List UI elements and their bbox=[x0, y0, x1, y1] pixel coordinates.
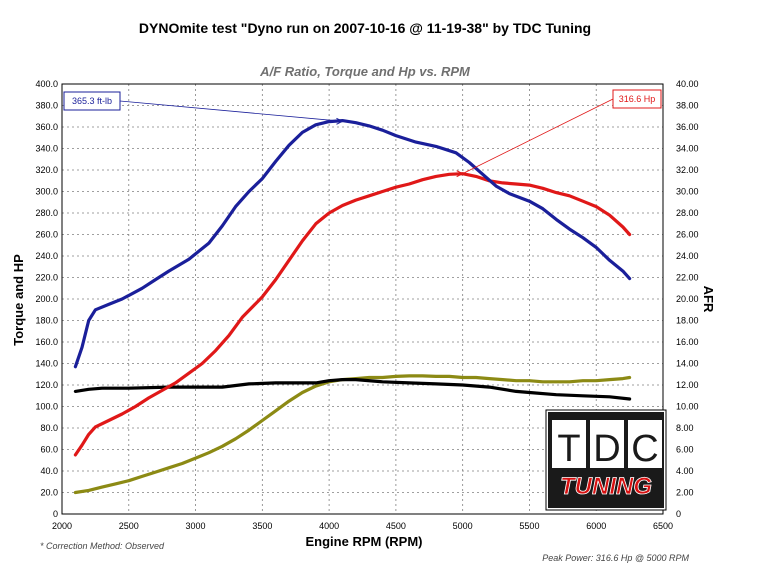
y2-tick-label: 12.00 bbox=[676, 380, 699, 390]
y2-tick-label: 0 bbox=[676, 509, 681, 519]
chart-title: DYNOmite test "Dyno run on 2007-10-16 @ … bbox=[139, 20, 591, 36]
y-tick-label: 300.0 bbox=[35, 187, 58, 197]
y-tick-label: 100.0 bbox=[35, 402, 58, 412]
y-tick-label: 380.0 bbox=[35, 101, 58, 111]
y2-tick-label: 18.00 bbox=[676, 316, 699, 326]
y-tick-label: 40.0 bbox=[40, 466, 58, 476]
y2-tick-label: 2.00 bbox=[676, 488, 694, 498]
y2-tick-label: 30.00 bbox=[676, 187, 699, 197]
x-tick-label: 6500 bbox=[653, 521, 673, 531]
series-line-hp bbox=[73, 172, 632, 457]
y-tick-label: 280.0 bbox=[35, 208, 58, 218]
y-tick-label: 200.0 bbox=[35, 294, 58, 304]
chart-subtitle: A/F Ratio, Torque and Hp vs. RPM bbox=[259, 64, 471, 79]
logo-letter: C bbox=[631, 428, 658, 470]
y2-tick-label: 34.00 bbox=[676, 144, 699, 154]
logo-letter: T bbox=[557, 428, 580, 470]
annotation-layer: 365.3 ft-lb 316.6 Hp bbox=[63, 89, 662, 178]
y2-tick-label: 6.00 bbox=[676, 445, 694, 455]
y2-tick-label: 32.00 bbox=[676, 165, 699, 175]
y2-tick-label: 28.00 bbox=[676, 208, 699, 218]
y2-tick-label: 4.00 bbox=[676, 466, 694, 476]
annotation-leader bbox=[119, 100, 343, 122]
x-tick-label: 2000 bbox=[52, 521, 72, 531]
y-tick-label: 20.0 bbox=[40, 488, 58, 498]
y2-tick-label: 22.00 bbox=[676, 273, 699, 283]
x-tick-label: 5000 bbox=[453, 521, 473, 531]
y-tick-label: 360.0 bbox=[35, 122, 58, 132]
annotation-label: 316.6 Hp bbox=[619, 94, 656, 104]
y2-tick-label: 36.00 bbox=[676, 122, 699, 132]
y-tick-label: 400.0 bbox=[35, 79, 58, 89]
y-tick-label: 320.0 bbox=[35, 165, 58, 175]
plot-frame bbox=[61, 83, 664, 515]
y2-tick-label: 14.00 bbox=[676, 359, 699, 369]
y2-tick-label: 20.00 bbox=[676, 294, 699, 304]
y-tick-label: 160.0 bbox=[35, 337, 58, 347]
x-tick-label: 2500 bbox=[119, 521, 139, 531]
y2-tick-label: 10.00 bbox=[676, 402, 699, 412]
logo-tuning-text: TUNING bbox=[560, 473, 652, 500]
y-axis-left: 0 20.0 40.0 60.0 80.0 100.0 120.0 140.0 160.0 180… bbox=[35, 79, 58, 519]
series-layer bbox=[73, 119, 632, 495]
y-axis-title: Torque and HP bbox=[11, 254, 26, 346]
y-tick-label: 80.0 bbox=[40, 423, 58, 433]
y-axis-right: 0 2.00 4.00 6.00 8.00 10.00 12.00 14.00 16.00 18.… bbox=[676, 79, 699, 519]
y-tick-label: 340.0 bbox=[35, 144, 58, 154]
x-tick-label: 3000 bbox=[186, 521, 206, 531]
annotation-box bbox=[63, 91, 121, 111]
x-axis-title: Engine RPM (RPM) bbox=[306, 534, 423, 549]
annotation-label: 365.3 ft-lb bbox=[72, 96, 112, 106]
x-tick-label: 4000 bbox=[319, 521, 339, 531]
annotation-arrow bbox=[336, 117, 344, 125]
y2-tick-label: 16.00 bbox=[676, 337, 699, 347]
tdc-tuning-logo: T D C TUNING bbox=[545, 409, 667, 511]
x-tick-label: 3500 bbox=[252, 521, 272, 531]
y-tick-label: 240.0 bbox=[35, 251, 58, 261]
y-tick-label: 120.0 bbox=[35, 380, 58, 390]
annotation-arrow bbox=[456, 170, 464, 178]
series-line-torque bbox=[73, 119, 632, 369]
footnote-peak-power: Peak Power: 316.6 Hp @ 5000 RPM bbox=[542, 553, 689, 563]
grid bbox=[62, 84, 663, 514]
y2-tick-label: 8.00 bbox=[676, 423, 694, 433]
y-tick-label: 60.0 bbox=[40, 445, 58, 455]
y-tick-label: 0 bbox=[53, 509, 58, 519]
y2-tick-label: 24.00 bbox=[676, 251, 699, 261]
x-tick-label: 5500 bbox=[519, 521, 539, 531]
y-tick-label: 180.0 bbox=[35, 316, 58, 326]
y-tick-label: 260.0 bbox=[35, 230, 58, 240]
x-tick-label: 6000 bbox=[586, 521, 606, 531]
footnote-correction: * Correction Method: Observed bbox=[40, 541, 165, 551]
annotation-box bbox=[612, 89, 662, 109]
y2-tick-label: 40.00 bbox=[676, 79, 699, 89]
y2-axis-title: AFR bbox=[701, 286, 716, 313]
y-tick-label: 220.0 bbox=[35, 273, 58, 283]
y2-tick-label: 38.00 bbox=[676, 101, 699, 111]
y2-tick-label: 26.00 bbox=[676, 230, 699, 240]
y-tick-label: 140.0 bbox=[35, 359, 58, 369]
x-axis: 2000 2500 3000 3500 4000 4500 5000 5500 6000 6500 bbox=[52, 521, 673, 531]
logo-letter: D bbox=[593, 428, 620, 470]
x-tick-label: 4500 bbox=[386, 521, 406, 531]
annotation-leader bbox=[462, 98, 614, 175]
